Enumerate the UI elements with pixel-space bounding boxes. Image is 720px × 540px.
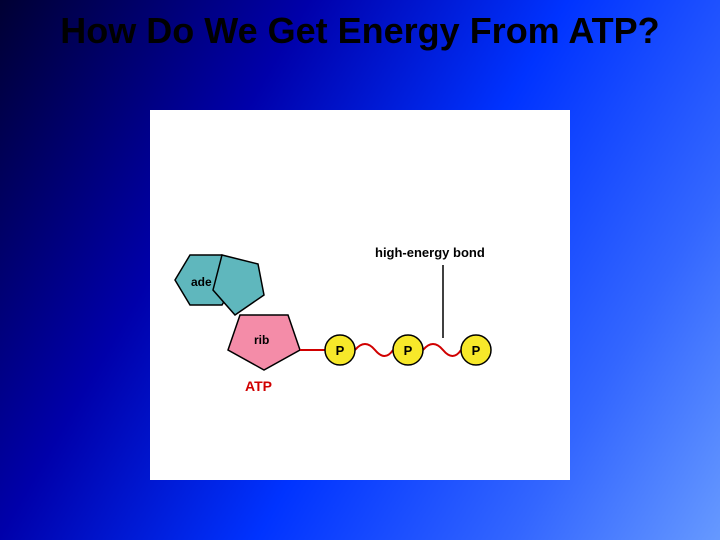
svg-text:P: P xyxy=(336,343,345,358)
bond-p2-p3 xyxy=(423,344,461,356)
atp-svg: ade rib P P P xyxy=(150,110,570,480)
phosphate-2: P xyxy=(393,335,423,365)
bond-p1-p2 xyxy=(355,344,393,356)
high-energy-bond-label: high-energy bond xyxy=(375,245,485,260)
slide-title: How Do We Get Energy From ATP? xyxy=(0,0,720,51)
adenine-label: ade xyxy=(191,275,212,289)
ribose-label: rib xyxy=(254,333,269,347)
svg-text:P: P xyxy=(404,343,413,358)
adenine-pentagon xyxy=(213,255,264,315)
diagram-panel: ade rib P P P hi xyxy=(150,110,570,480)
atp-caption: ATP xyxy=(245,378,272,394)
phosphate-1: P xyxy=(325,335,355,365)
svg-text:P: P xyxy=(472,343,481,358)
phosphate-3: P xyxy=(461,335,491,365)
atp-diagram: ade rib P P P hi xyxy=(150,110,570,480)
